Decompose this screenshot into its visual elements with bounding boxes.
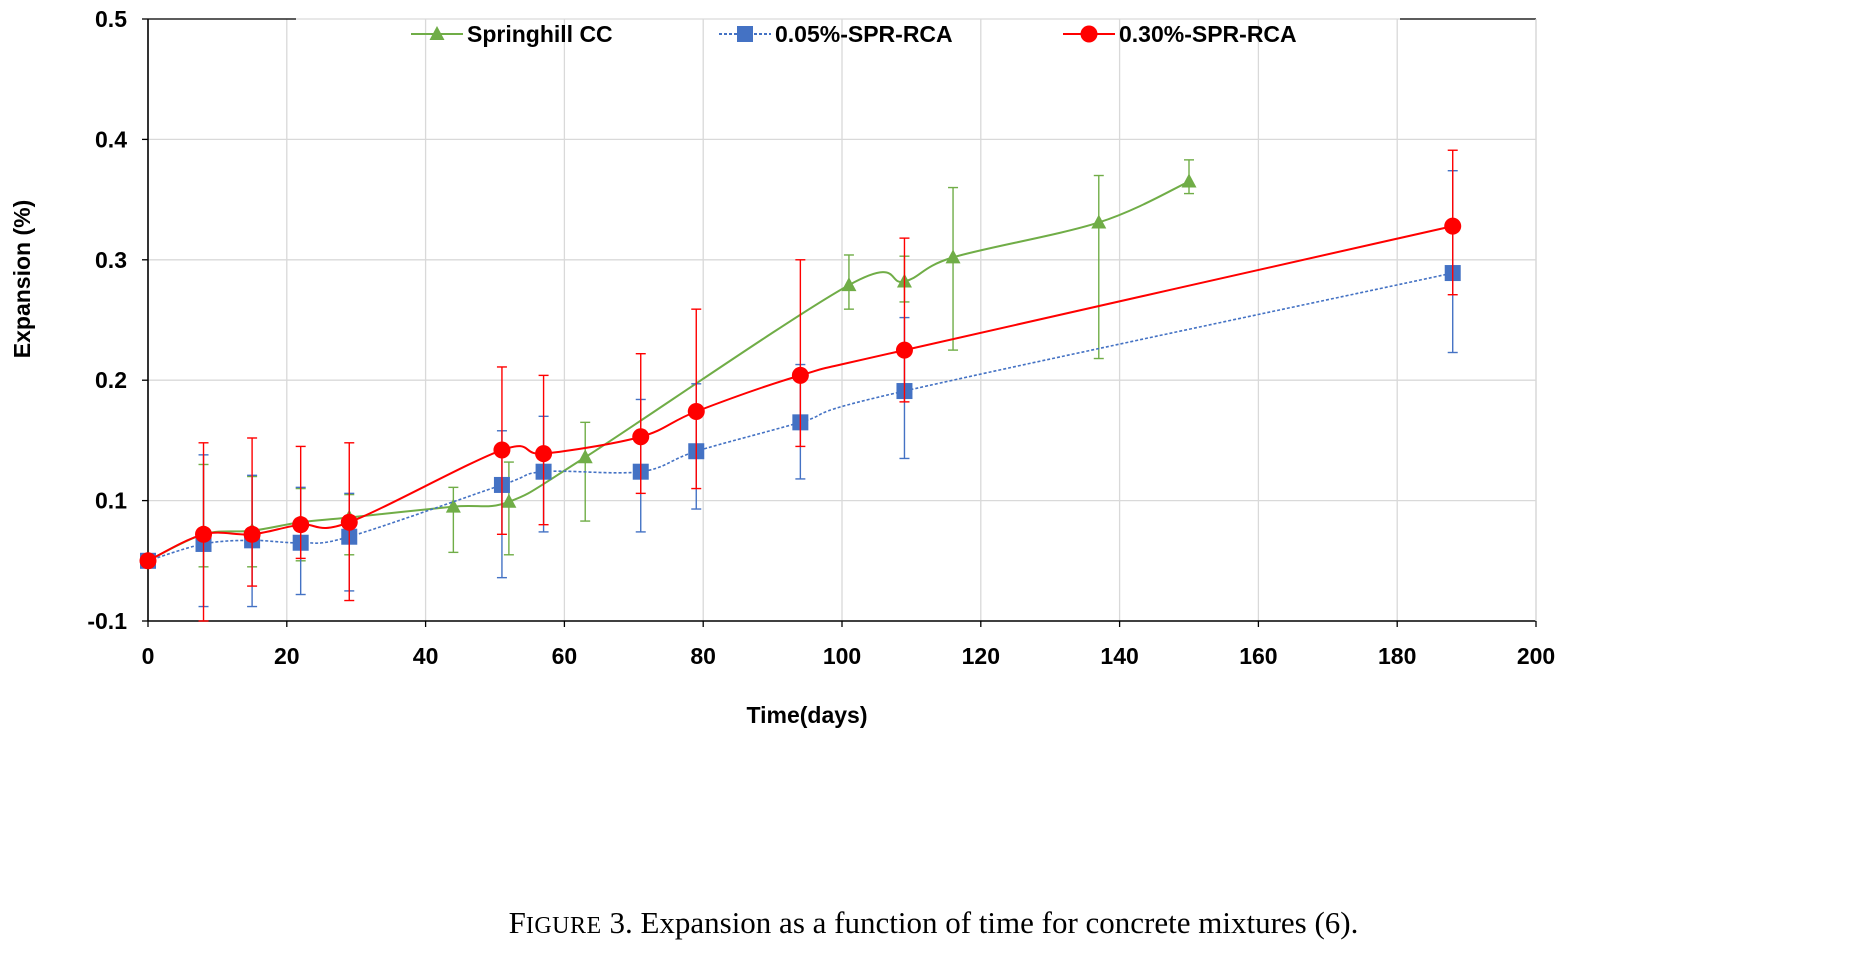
data-point [139,552,157,570]
x-tick-label: 180 [1378,643,1416,669]
data-point [945,249,961,264]
x-tick-label: 100 [823,643,861,669]
data-point [501,493,517,508]
legend: Springhill CC 0.05%-SPR-RCA 0.30%-SPR-RCA [411,21,1297,47]
caption-prefix: F [508,905,526,940]
series-layer [139,149,1462,622]
x-tick-label: 20 [274,643,300,669]
grid-lines [148,18,1537,621]
legend-marker [429,26,445,40]
data-point [841,277,857,292]
caption-text: 3. Expansion as a function of time for c… [601,905,1359,940]
data-point [895,341,913,359]
legend-marker [737,26,753,42]
x-axis-title: Time(days) [746,702,867,728]
x-tick-label: 120 [962,643,1000,669]
series-line [147,225,1453,562]
x-tick-label: 200 [1517,643,1555,669]
y-tick-label: 0.2 [95,367,127,393]
y-tick-label: 0.1 [95,488,127,514]
legend-item: Springhill CC [411,21,613,47]
legend-marker [1080,25,1098,43]
series-line [147,180,1190,562]
data-point [632,428,650,446]
x-tick-label: 140 [1100,643,1138,669]
data-point [340,513,358,531]
plot-axes [142,18,1537,627]
y-tick-label: 0.3 [95,247,127,273]
legend-label: 0.30%-SPR-RCA [1119,21,1297,47]
data-point [791,366,809,384]
data-point [1181,173,1197,188]
series-springhill-cc [140,159,1197,568]
y-tick-label: 0.5 [95,6,127,32]
legend-label: 0.05%-SPR-RCA [775,21,953,47]
x-tick-label: 80 [690,643,716,669]
data-point [243,525,261,543]
legend-item: 0.05%-SPR-RCA [719,21,953,47]
data-point [1091,214,1107,229]
data-point [292,516,310,534]
caption-smallcaps: IGURE [525,913,602,939]
x-tick-label: 160 [1239,643,1277,669]
data-point [195,525,213,543]
figure-caption: FIGURE 3. Expansion as a function of tim… [0,905,1867,941]
legend-label: Springhill CC [467,21,613,47]
tick-labels: -0.1 0.1 0.2 0.3 0.4 0.5 0 20 40 60 80 100 120 140 160… [87,6,1555,669]
y-tick-label: -0.1 [87,608,127,634]
data-point [1444,217,1462,235]
data-point [687,403,705,421]
y-tick-label: 0.4 [95,126,127,152]
series-0-30-spr-rca [139,149,1462,622]
x-tick-label: 0 [142,643,155,669]
x-tick-label: 60 [552,643,578,669]
x-tick-label: 40 [413,643,439,669]
data-point [535,445,553,463]
y-axis-title: Expansion (%) [9,200,35,358]
series-line [147,272,1453,562]
data-point [577,449,593,464]
legend-item: 0.30%-SPR-RCA [1063,21,1297,47]
data-point [445,498,461,513]
data-point [493,441,511,459]
